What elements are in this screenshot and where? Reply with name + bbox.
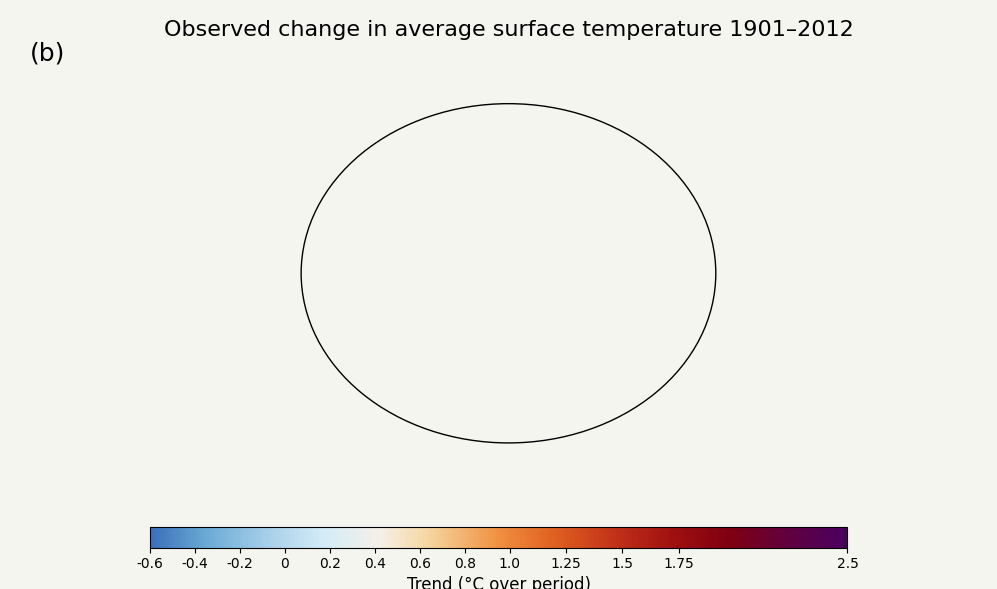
- Title: Observed change in average surface temperature 1901–2012: Observed change in average surface tempe…: [164, 20, 853, 40]
- X-axis label: Trend (°C over period): Trend (°C over period): [407, 575, 590, 589]
- Text: (b): (b): [30, 41, 65, 65]
